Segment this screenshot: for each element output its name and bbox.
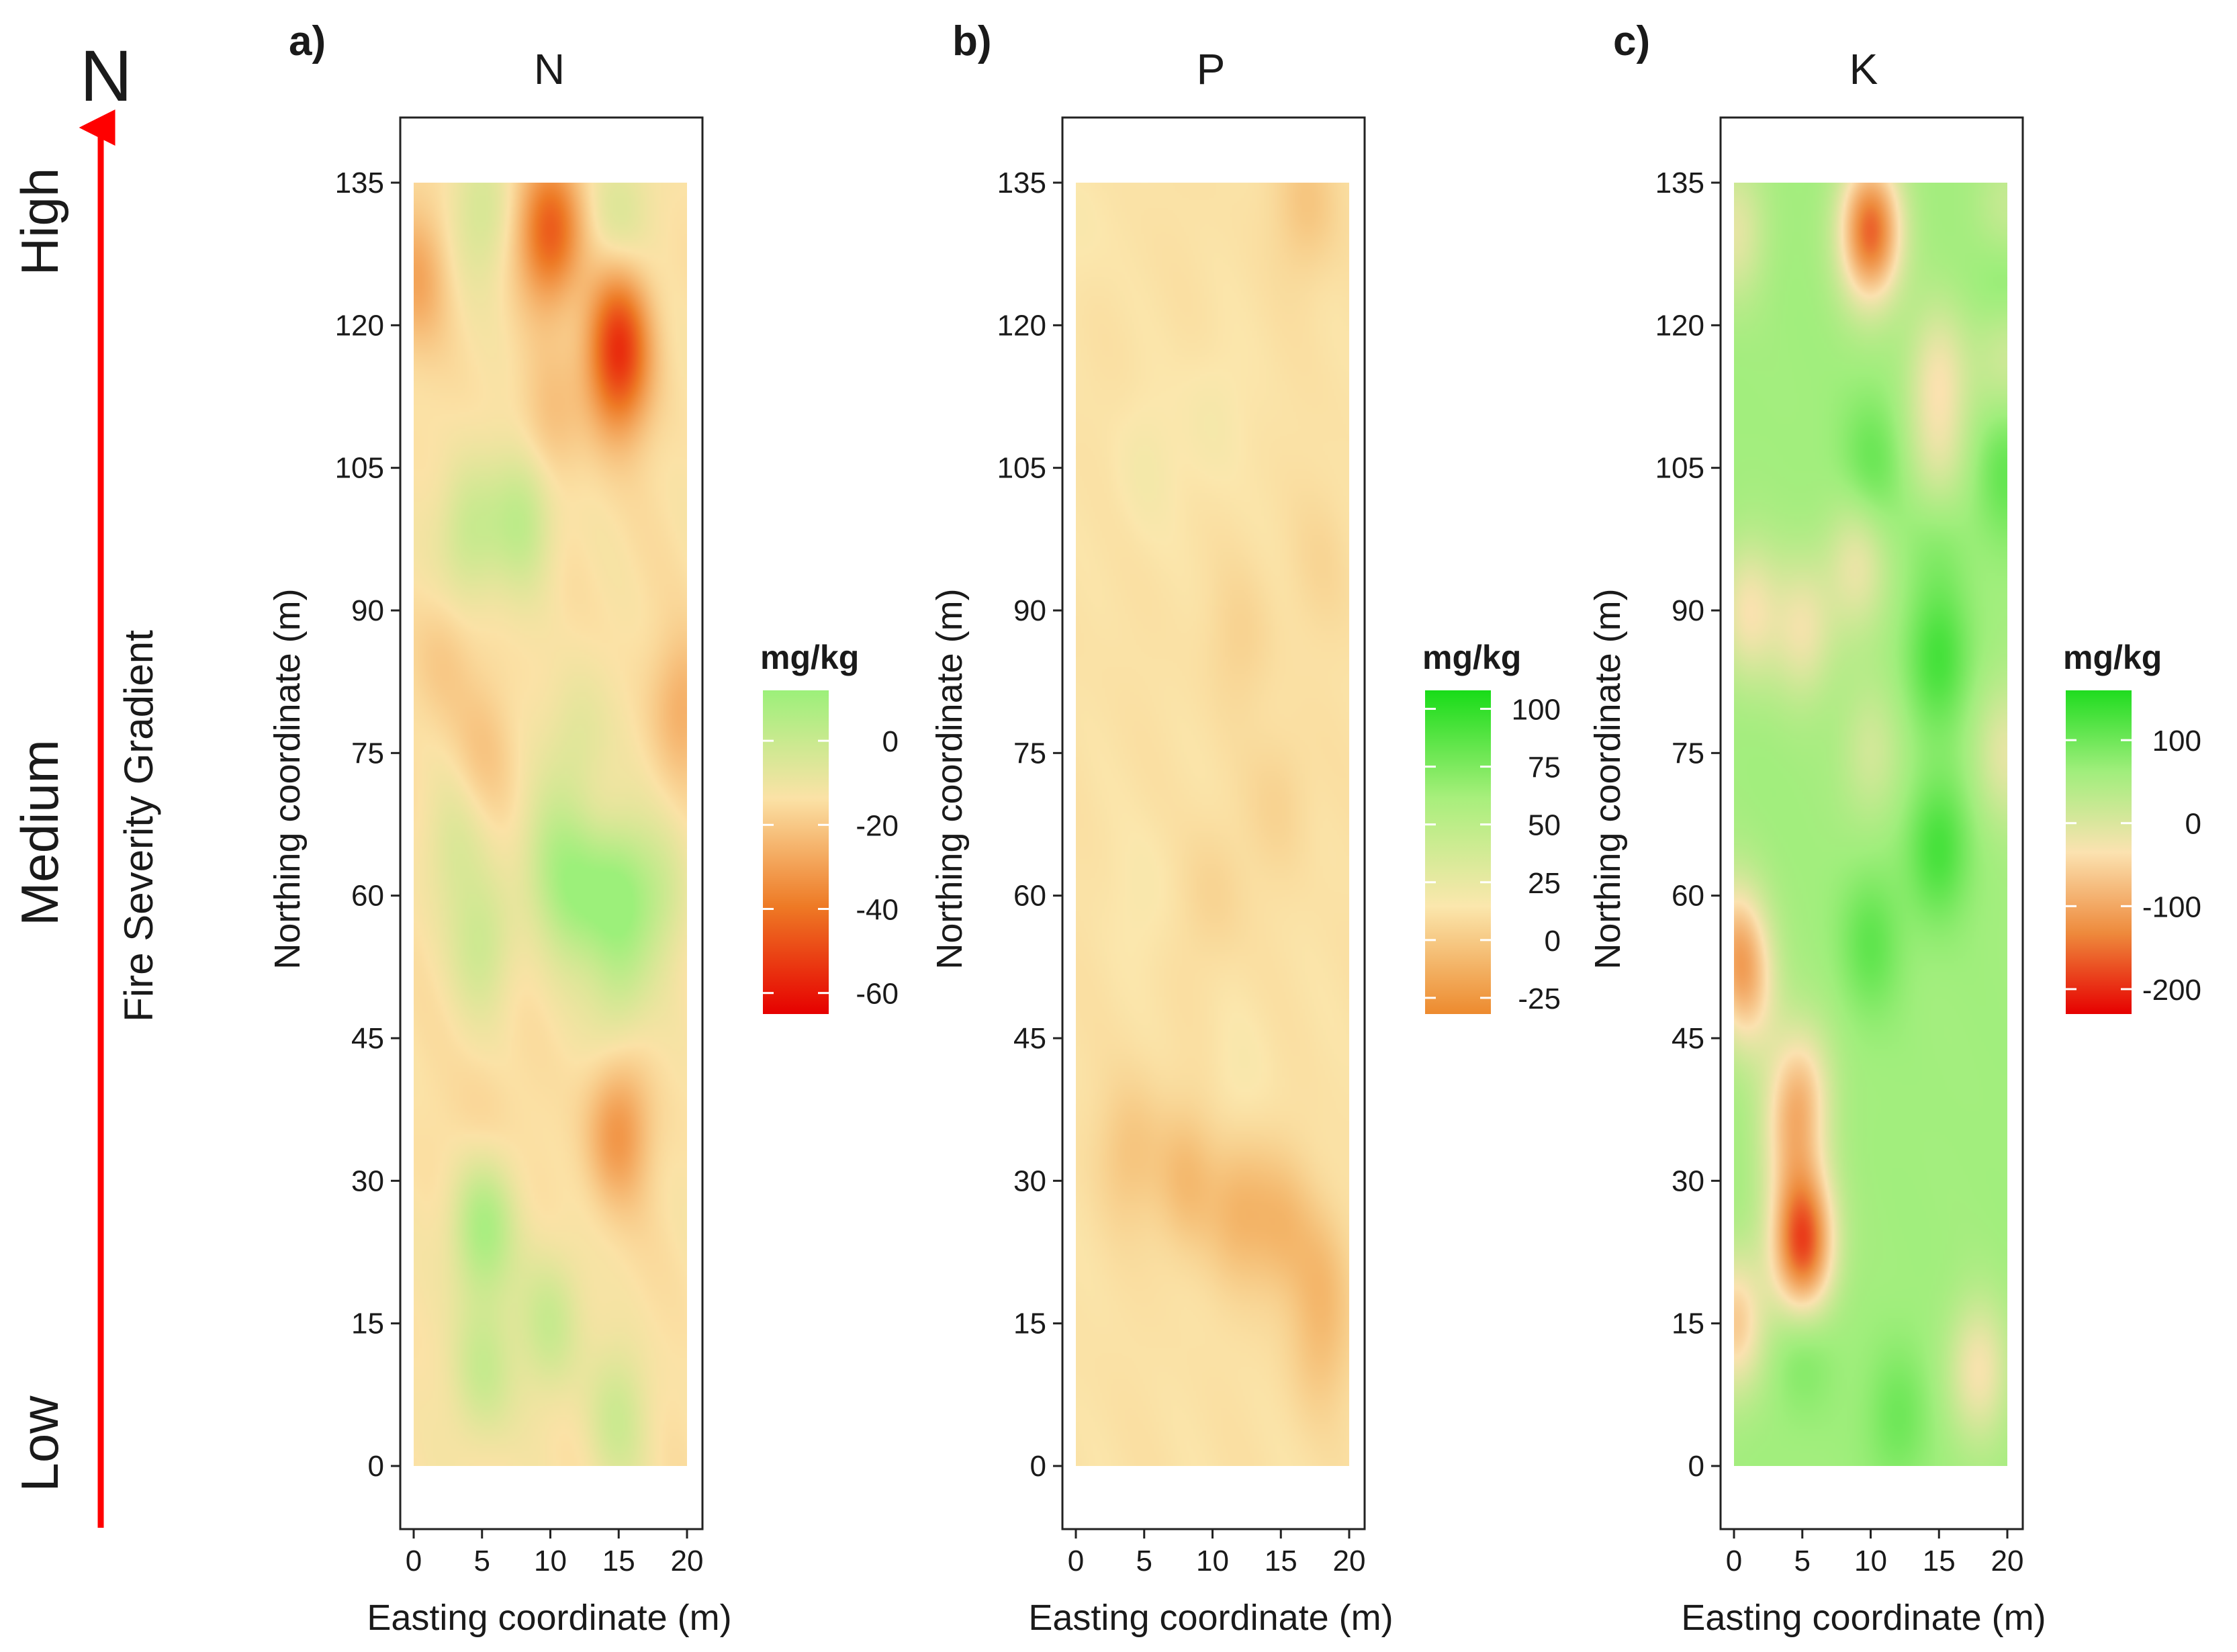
legend-tick-label: 100	[1512, 694, 1561, 727]
legend-tick-label: -20	[856, 809, 899, 842]
y-tick-label: 45	[351, 1022, 384, 1055]
legend-colorbar	[763, 690, 829, 1014]
x-tick-label: 15	[602, 1545, 635, 1577]
y-tick-label: 135	[997, 167, 1046, 199]
legend-tick-label: -100	[2142, 890, 2201, 923]
x-tick-label: 5	[474, 1545, 490, 1577]
x-tick-label: 5	[1794, 1545, 1811, 1577]
x-tick-label: 5	[1136, 1545, 1152, 1577]
y-tick-label: 60	[1672, 880, 1704, 913]
y-tick-label: 120	[997, 309, 1046, 342]
y-tick-label: 105	[335, 452, 384, 485]
legend-tick-label: 25	[1528, 867, 1561, 900]
y-tick-label: 135	[1655, 167, 1704, 199]
panel-label: a)	[289, 18, 326, 64]
x-tick-label: 15	[1923, 1545, 1956, 1577]
panel-title: P	[1197, 45, 1226, 93]
axis-ticks: 0 15 30 45 60 75 90 105 120 135 0 5 10 15 20	[997, 167, 1366, 1577]
legend-tick-label: 0	[2185, 808, 2201, 841]
x-tick-label: 0	[406, 1545, 422, 1577]
severity-gradient-title: Fire Severity Gradient	[116, 630, 161, 1022]
x-tick-label: 20	[1333, 1545, 1366, 1577]
y-tick-label: 15	[1013, 1307, 1046, 1340]
heatmap-raster	[1734, 183, 2007, 1466]
y-tick-label: 75	[351, 737, 384, 770]
y-tick-label: 0	[1030, 1450, 1046, 1483]
y-tick-label: 135	[335, 167, 384, 199]
legend-title: mg/kg	[760, 639, 859, 676]
legend-ticks: 0 -20 -40 -60	[763, 725, 899, 1011]
severity-level-high: High	[10, 168, 69, 275]
legend-tick-label: 0	[1545, 925, 1561, 958]
severity-level-medium: Medium	[10, 739, 69, 925]
x-tick-label: 10	[534, 1545, 567, 1577]
legend-tick-label: 50	[1528, 809, 1561, 842]
x-tick-label: 10	[1854, 1545, 1887, 1577]
severity-level-low: Low	[10, 1395, 69, 1492]
x-tick-label: 15	[1265, 1545, 1297, 1577]
y-tick-label: 30	[351, 1164, 384, 1197]
y-tick-label: 15	[1672, 1307, 1704, 1340]
legend-tick-label: -200	[2142, 974, 2201, 1007]
y-tick-label: 15	[351, 1307, 384, 1340]
y-tick-label: 120	[335, 309, 384, 342]
x-tick-label: 0	[1068, 1545, 1084, 1577]
x-axis-label: Easting coordinate (m)	[367, 1598, 731, 1638]
y-tick-label: 120	[1655, 309, 1704, 342]
x-tick-label: 20	[1991, 1545, 2024, 1577]
y-tick-label: 45	[1013, 1022, 1046, 1055]
heatmap-raster	[1076, 183, 1349, 1466]
panel-title: N	[534, 45, 565, 93]
x-axis-label: Easting coordinate (m)	[1681, 1598, 2046, 1638]
panel-c-potassium: c) K 0 15 30 45 60 75 90 105 120 135 0 5 10 15 20 East…	[1588, 18, 2201, 1638]
panel-a-nitrogen: a) N 0 15 30 45 60 75 90 105 120 135 0 5 10 15 20 East…	[267, 18, 899, 1638]
y-axis-label: Northing coordinate (m)	[267, 588, 308, 969]
legend-title: mg/kg	[2063, 639, 2162, 676]
legend-tick-label: 100	[2152, 725, 2201, 758]
y-tick-label: 75	[1013, 737, 1046, 770]
legend-colorbar	[2066, 690, 2132, 1014]
heatmap-raster	[414, 183, 687, 1466]
legend-tick-label: -40	[856, 894, 899, 927]
y-tick-label: 75	[1672, 737, 1704, 770]
y-tick-label: 90	[1672, 594, 1704, 627]
x-tick-label: 0	[1726, 1545, 1742, 1577]
x-axis-label: Easting coordinate (m)	[1028, 1598, 1393, 1638]
legend-tick-label: -25	[1518, 982, 1561, 1015]
y-axis-label: Northing coordinate (m)	[929, 588, 970, 969]
y-tick-label: 0	[368, 1450, 384, 1483]
y-tick-label: 105	[997, 452, 1046, 485]
y-tick-label: 105	[1655, 452, 1704, 485]
panel-label: c)	[1613, 18, 1650, 64]
x-tick-label: 20	[671, 1545, 704, 1577]
y-tick-label: 45	[1672, 1022, 1704, 1055]
y-tick-label: 60	[351, 880, 384, 913]
legend-colorbar	[1425, 690, 1491, 1014]
north-label: N	[80, 35, 132, 116]
legend-tick-label: 75	[1528, 751, 1561, 784]
legend-ticks: 100 0 -100 -200	[2066, 725, 2201, 1007]
panel-label: b)	[952, 18, 992, 64]
legend-tick-label: 0	[882, 725, 899, 758]
y-tick-label: 30	[1672, 1164, 1704, 1197]
y-tick-label: 60	[1013, 880, 1046, 913]
x-tick-label: 10	[1196, 1545, 1229, 1577]
axis-ticks: 0 15 30 45 60 75 90 105 120 135 0 5 10 15 20	[335, 167, 704, 1577]
y-tick-label: 0	[1688, 1450, 1704, 1483]
y-axis-label: Northing coordinate (m)	[1588, 588, 1628, 969]
y-tick-label: 30	[1013, 1164, 1046, 1197]
legend-title: mg/kg	[1422, 639, 1521, 676]
axis-ticks: 0 15 30 45 60 75 90 105 120 135 0 5 10 15 20	[1655, 167, 2024, 1577]
y-tick-label: 90	[1013, 594, 1046, 627]
y-tick-label: 90	[351, 594, 384, 627]
panel-title: K	[1850, 45, 1878, 93]
legend-tick-label: -60	[856, 978, 899, 1011]
legend-ticks: 100 75 50 25 0 -25	[1425, 694, 1561, 1015]
panel-b-phosphorus: b) P 0 15 30 45 60 75 90 105 120 135 0 5 10 15 20 East…	[929, 18, 1561, 1638]
